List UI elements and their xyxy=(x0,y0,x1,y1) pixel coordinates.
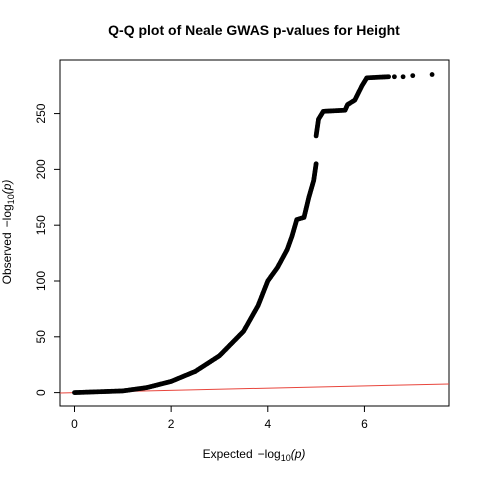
qq-point-outlier xyxy=(400,74,406,80)
x-tick-label: 2 xyxy=(168,417,175,431)
x-axis-ticks: 0 2 4 6 xyxy=(71,406,368,431)
y-axis-label: Observed −log10(p) xyxy=(0,180,16,285)
qq-point-outlier xyxy=(391,74,397,80)
y-label-arg: (p) xyxy=(0,180,14,195)
x-label-arg: (p) xyxy=(291,447,306,461)
x-label-sub: 10 xyxy=(281,453,291,463)
y-label-fn: −log xyxy=(0,204,14,227)
y-tick-label: 50 xyxy=(34,330,48,344)
y-tick-label: 100 xyxy=(34,271,48,291)
y-tick-label: 200 xyxy=(34,159,48,179)
plot-frame xyxy=(59,59,450,407)
y-label-prefix: Observed xyxy=(0,232,14,284)
chart-title: Q-Q plot of Neale GWAS p-values for Heig… xyxy=(108,22,400,38)
points-layer xyxy=(72,72,435,396)
x-tick-label: 4 xyxy=(264,417,271,431)
x-label-prefix: Expected xyxy=(203,447,253,461)
x-tick-label: 6 xyxy=(361,417,368,431)
y-tick-label: 150 xyxy=(34,215,48,235)
qq-point-outlier xyxy=(410,73,416,79)
y-tick-label: 0 xyxy=(34,389,48,396)
qq-point xyxy=(313,161,319,167)
y-label-sub: 10 xyxy=(6,194,16,204)
y-axis-ticks: 0 50 100 150 200 250 xyxy=(34,103,60,396)
x-tick-label: 0 xyxy=(71,417,78,431)
qq-point xyxy=(386,74,391,80)
x-axis-label: Expected −log10(p) xyxy=(203,447,306,463)
y-tick-label: 250 xyxy=(34,103,48,123)
x-label-fn: −log xyxy=(258,447,281,461)
qq-point-outlier xyxy=(429,72,435,77)
